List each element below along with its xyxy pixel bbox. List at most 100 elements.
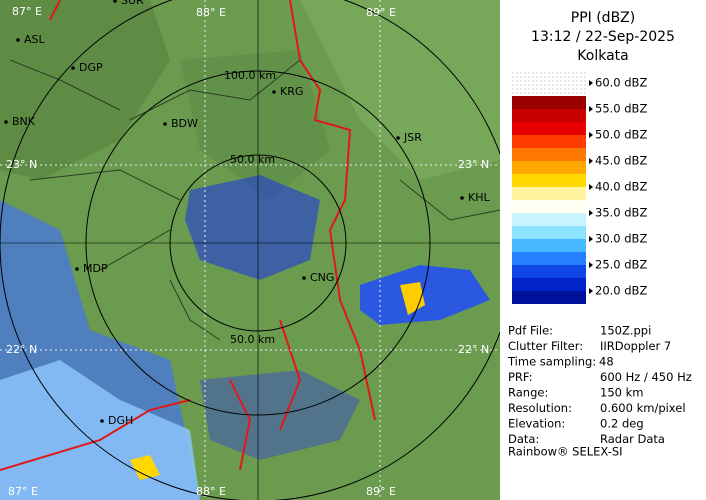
scale-band [512,161,586,174]
scale-tick [589,288,593,294]
scale-label: 25.0 dBZ [595,258,647,272]
terrain [300,0,500,180]
scale-band [512,148,586,161]
scale-tick [589,158,593,164]
scale-label: 45.0 dBZ [595,154,647,168]
scale-tick [589,184,593,190]
scale-tick [589,80,593,86]
panel-site: Kolkata [577,48,628,64]
scale-band [512,226,586,239]
city-dot [272,90,276,94]
scale-overflow [512,70,586,96]
city-label: KHL [468,191,490,204]
footer: Rainbow® SELEX-SI [508,445,623,459]
info-key: Resolution: [508,401,572,415]
scale-tick [589,210,593,216]
info-key: Clutter Filter: [508,339,583,353]
boundary [0,0,376,471]
grid-label: 88° E [196,6,226,19]
city-label: MDP [83,262,108,275]
scale-band [512,135,586,148]
grid-label: 22° N [6,343,37,356]
grid-label: 87° E [8,485,38,498]
scale-band [512,265,586,278]
info-value: 150Z.ppi [600,324,651,338]
scale-band [512,174,586,187]
scale-label: 60.0 dBZ [595,76,647,90]
info-key: Data: [508,432,539,446]
city-label: DGH [108,414,133,427]
scale-band [512,122,586,135]
panel-title: PPI (dBZ) [571,10,635,26]
grid-label: 22° N [458,343,489,356]
info-key: Elevation: [508,417,565,431]
grid-label: 23° N [6,158,37,171]
info-value: IIRDoppler 7 [600,339,671,353]
scale-band [512,291,586,304]
scale-band [512,109,586,122]
city-dot [4,120,8,124]
scale-band [512,187,586,200]
ring-label: 50.0 km [230,333,275,346]
city-dot [75,267,79,271]
city-dot [100,419,104,423]
clutter [185,175,320,280]
info-key: Range: [508,386,548,400]
rain-core [400,282,425,315]
scale-band [512,200,586,213]
grid-label: 87° E [12,5,42,18]
scale-label: 55.0 dBZ [595,102,647,116]
info-key: PRF: [508,370,533,384]
scale-tick [589,106,593,112]
map: 87° E 88° E 89° E 23° N 23° N 22° N 22° N 87° E… [0,0,500,500]
city-dot [396,136,400,140]
city-label: BDW [171,117,198,130]
grid-label: 89° E [366,6,396,19]
scale-label: 20.0 dBZ [595,284,647,298]
city-label: SUR [121,0,144,7]
scale-label: 35.0 dBZ [595,206,647,220]
scale-tick [589,262,593,268]
map-labels: 87° E 88° E 89° E 23° N 23° N 22° N 22° N 87° E… [4,0,490,498]
scale-band [512,96,586,109]
city-dot [71,66,75,70]
scale-band [512,213,586,226]
info-value: 600 Hz / 450 Hz [600,370,692,384]
info-table: Pdf File: 150Z.ppi Clutter Filter: IIRDoppl… [507,324,692,447]
city-label: DGP [79,61,103,74]
grid-label: 23° N [458,158,489,171]
city-label: KRG [280,85,303,98]
city-dot [163,122,167,126]
rain-area [360,265,490,325]
scale-band [512,252,586,265]
city-dot [460,196,464,200]
ring-label: 50.0 km [230,153,275,166]
city-label: BNK [12,115,36,128]
info-key: Pdf File: [508,324,553,338]
info-key: Time sampling: [507,355,596,369]
scale-tick [589,132,593,138]
info-value: Radar Data [600,432,665,446]
city-label: CNG [310,271,334,284]
grid-label: 89° E [366,485,396,498]
rain-area [200,370,360,460]
city-label: ASL [24,33,46,46]
scale-band [512,278,586,291]
scale-band [512,239,586,252]
terrain [0,0,170,180]
panel-time: 13:12 / 22-Sep-2025 [531,29,675,45]
city-label: JSR [403,131,422,144]
city-dot [113,0,117,3]
info-value: 0.600 km/pixel [600,401,686,415]
scale-label: 50.0 dBZ [595,128,647,142]
ring-label: 100.0 km [224,69,276,82]
scale-label: 30.0 dBZ [595,232,647,246]
grid-label: 88° E [196,485,226,498]
info-value: 0.2 deg [600,417,644,431]
scale-tick [589,236,593,242]
color-scale: 60.0 dBZ 55.0 dBZ 50.0 dBZ 45.0 dBZ 40.0 dBZ… [512,76,647,304]
rain-core [130,455,160,480]
city-dot [16,38,20,42]
